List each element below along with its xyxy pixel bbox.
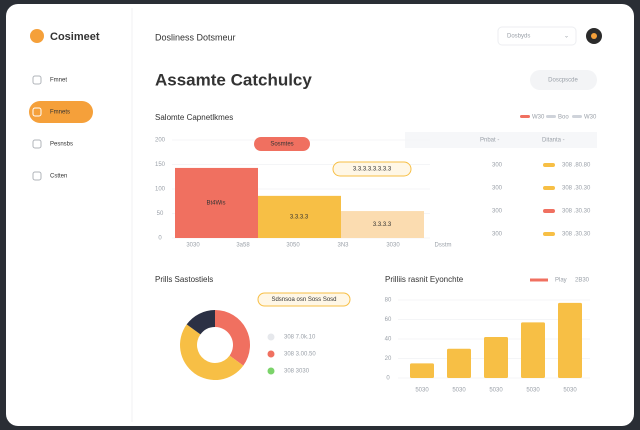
row-dot: [543, 163, 555, 167]
nav-item[interactable]: Cstten: [50, 174, 67, 180]
donut-segment: [215, 310, 251, 366]
x-tick-label: 5030: [489, 388, 503, 394]
table-cell: 308 .80.80: [562, 163, 591, 169]
legend-label: W30: [532, 115, 545, 121]
legend-label: 308 3.00.50: [284, 352, 316, 358]
block-label: Bt4Wis: [206, 201, 225, 207]
table-cell: 300: [492, 186, 503, 192]
y-tick-label: 0: [386, 376, 390, 382]
breadcrumb: Dosliness Dotsmeur: [155, 32, 236, 42]
bar-legend: Play: [555, 278, 567, 284]
table-cell: 300: [492, 163, 503, 169]
donut-segment: [179, 324, 244, 381]
table-header-cell: Pnbat -: [480, 138, 499, 144]
x-tick-label: 3050: [286, 243, 300, 249]
legend-label: Boo: [558, 115, 569, 121]
table-cell: 308 .30.30: [562, 232, 591, 238]
legend-dot: [267, 333, 275, 341]
x-tick-label: 5030: [452, 388, 466, 394]
x-tick-label: 3N3: [337, 243, 349, 249]
bar: [484, 337, 508, 378]
bar: [521, 322, 545, 378]
bar: [558, 302, 582, 378]
x-tick-label: 3030: [186, 243, 200, 249]
y-tick-label: 200: [155, 138, 166, 144]
block: [175, 167, 258, 238]
table-cell: 308 .30.30: [562, 209, 591, 215]
bar: [410, 363, 434, 378]
nav-item[interactable]: Fmnets: [50, 110, 70, 116]
table-cell: 300: [492, 232, 503, 238]
tooltip: [332, 161, 412, 177]
dropdown[interactable]: [497, 26, 577, 46]
nav-item[interactable]: Pesnsbs: [50, 142, 73, 148]
tooltip-label: Sdsnsoa osn Soss Sosd: [271, 297, 336, 303]
y-tick-label: 0: [158, 236, 162, 242]
block-label: 3.3.3.3: [373, 222, 392, 228]
block: [341, 211, 424, 238]
y-tick-label: 150: [155, 162, 166, 168]
x-tick-label: 5030: [563, 388, 577, 394]
nav-active: [29, 101, 93, 123]
row-dot: [543, 209, 555, 213]
x-tick-label: 3a58: [236, 243, 250, 249]
bar-legend: 2B30: [575, 278, 590, 284]
tooltip: [257, 292, 351, 307]
donut-segment: [186, 310, 215, 335]
nav-icon: [32, 139, 42, 149]
row-dot: [543, 232, 555, 236]
tooltip-label: 3.3.3.3.3.3.3.3: [353, 167, 392, 173]
legend-dot: [267, 350, 275, 358]
x-tick-label: 5030: [526, 388, 540, 394]
table-header: [405, 132, 597, 148]
legend-label: 308 7.0k.10: [284, 335, 316, 341]
tooltip-label: Sosmtes: [270, 142, 293, 148]
nav-icon: [32, 171, 42, 181]
y-tick-label: 40: [385, 337, 392, 343]
nav-item[interactable]: Fmnet: [50, 78, 67, 84]
nav-icon: [32, 107, 42, 117]
table-header-cell: Ditanta -: [542, 138, 565, 144]
donut-title: Prills Sastostiels: [155, 275, 213, 284]
legend-swatch: [572, 115, 582, 118]
y-tick-label: 60: [385, 317, 392, 323]
avatar-dot: [591, 33, 597, 39]
y-tick-label: 50: [157, 211, 164, 217]
legend-dot: [267, 367, 275, 375]
brand-logo: [30, 29, 44, 43]
legend-label: 308 3030: [284, 369, 310, 375]
tooltip: [254, 137, 310, 151]
x-tick-label: 5030: [415, 388, 429, 394]
bar: [447, 348, 471, 378]
y-tick-label: 20: [385, 356, 392, 362]
legend-swatch: [546, 115, 556, 118]
block: [258, 195, 341, 238]
brand: Cosimeet: [50, 31, 100, 43]
legend-swatch: [520, 115, 530, 118]
x-tick-label: Dsstm: [435, 243, 452, 249]
legend-label: W30: [584, 115, 597, 121]
x-tick-label: 3030: [386, 243, 400, 249]
block-label: 3.3.3.3: [290, 215, 309, 221]
table-cell: 300: [492, 209, 503, 215]
dropdown-label: Dosbyds: [507, 34, 530, 40]
bar-chart-title: Prilliis rasnit Eyonchte: [385, 275, 464, 284]
header-button[interactable]: [530, 70, 597, 90]
dropdown-caret: ⌄: [564, 34, 569, 40]
y-tick-label: 100: [155, 187, 166, 193]
row-dot: [543, 186, 555, 190]
nav-icon: [32, 75, 42, 85]
header-button-label: Doscpscde: [548, 78, 578, 84]
table-cell: 308 .30.30: [562, 186, 591, 192]
top-chart-title: Salomte Capnetlkmes: [155, 113, 233, 122]
page-title: Assamte Catchulcy: [155, 70, 312, 89]
y-tick-label: 80: [385, 298, 392, 304]
